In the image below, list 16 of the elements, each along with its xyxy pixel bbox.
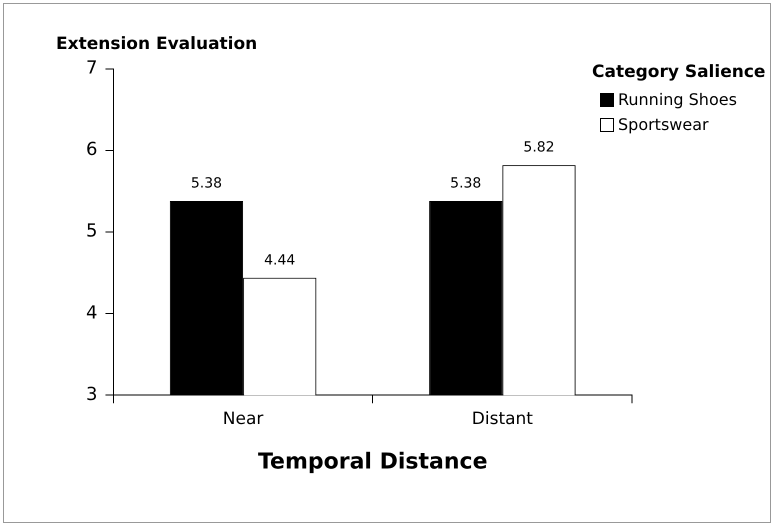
y-tick-label: 7 <box>86 57 98 78</box>
x-tick-label: Distant <box>472 408 534 429</box>
legend-label: Running Shoes <box>618 90 737 109</box>
x-axis-title: Temporal Distance <box>258 450 488 475</box>
data-label: 5.38 <box>450 176 482 192</box>
y-tick-label: 4 <box>86 302 98 324</box>
y-tick-label: 6 <box>86 139 98 160</box>
legend-label: Sportswear <box>618 115 709 134</box>
data-label: 5.38 <box>190 176 222 192</box>
y-tick-label: 3 <box>86 384 98 405</box>
data-label: 4.44 <box>264 252 296 268</box>
y-axis-title: Extension Evaluation <box>56 34 258 54</box>
y-tick-label: 5 <box>86 220 98 242</box>
legend-title: Category Salience <box>592 62 766 82</box>
x-tick-label: Near <box>222 408 264 429</box>
data-label: 5.82 <box>523 140 555 156</box>
